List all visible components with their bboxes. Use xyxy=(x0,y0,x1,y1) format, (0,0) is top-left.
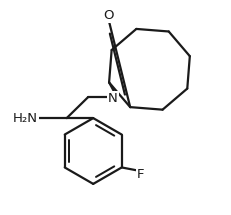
Text: O: O xyxy=(103,9,114,22)
Text: N: N xyxy=(108,92,118,105)
Text: H₂N: H₂N xyxy=(13,112,38,125)
Text: F: F xyxy=(137,168,145,181)
